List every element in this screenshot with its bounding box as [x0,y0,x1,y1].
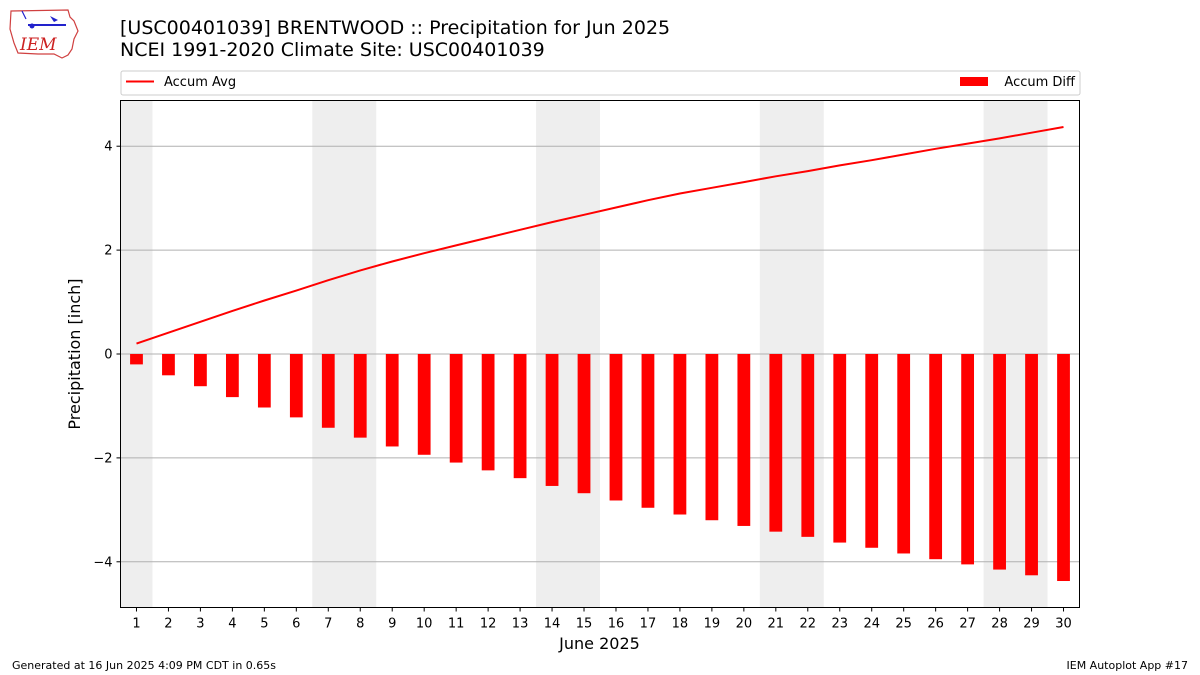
x-tick-label: 27 [959,617,976,632]
diff-bar [385,354,399,447]
x-tick-label: 15 [576,617,593,632]
diff-bar [705,354,719,521]
y-tick-label: 2 [104,244,112,259]
diff-bar [577,354,591,494]
diff-bar [865,354,879,548]
generated-note: Generated at 16 Jun 2025 4:09 PM CDT in … [12,659,277,672]
x-tick-label: 28 [991,617,1008,632]
diff-bar [417,354,431,455]
x-tick-label: 9 [388,617,396,632]
diff-bar [1025,354,1038,576]
x-axis-title: June 2025 [558,634,640,653]
diff-bar [130,354,143,365]
diff-bar [929,354,943,560]
diff-bar [545,354,559,486]
x-tick-label: 26 [927,617,944,632]
diff-bar [449,354,463,463]
x-tick-label: 11 [448,617,465,632]
y-tick-label: 4 [104,140,112,155]
x-tick-label: 22 [800,617,817,632]
diff-bar [225,354,239,398]
x-tick-label: 24 [863,617,880,632]
legend-box [120,70,1081,96]
x-tick-label: 18 [672,617,689,632]
x-tick-label: 1 [132,617,140,632]
app-note: IEM Autoplot App #17 [1066,659,1189,672]
diff-bar [481,354,495,471]
diff-bar [897,354,911,554]
diff-bar [961,354,975,565]
diff-bar [801,354,815,537]
x-tick-label: 16 [608,617,625,632]
diff-bar [1057,354,1070,582]
accum-avg-line [136,126,1064,345]
x-tick-label: 7 [324,617,332,632]
x-axis-ticks: 1 2 3 4 5 6 7 8 9 10 11 12 13 14 15 16 17 18 19 20 21 22 23 24 2… [132,607,1072,632]
x-tick-label: 10 [416,617,433,632]
legend-bar-swatch [960,77,988,86]
x-tick-label: 14 [544,617,561,632]
y-tick-label: −4 [93,555,112,570]
grid-lines [120,145,1080,563]
x-tick-label: 3 [196,617,204,632]
chart-subtitle: NCEI 1991-2020 Climate Site: USC00401039 [120,39,545,61]
diff-bar [737,354,751,526]
x-tick-label: 13 [512,617,529,632]
diff-bar [321,354,335,428]
x-tick-label: 23 [831,617,848,632]
x-tick-label: 4 [228,617,236,632]
legend-accum-avg: Accum Avg [164,75,236,90]
diff-bar [353,354,367,438]
x-tick-label: 20 [736,617,753,632]
y-tick-label: −2 [93,451,112,466]
x-tick-label: 12 [480,617,497,632]
x-tick-label: 6 [292,617,300,632]
diff-bar [289,354,303,418]
logo-text: IEM [19,35,57,55]
x-tick-label: 19 [704,617,721,632]
y-tick-label: 0 [104,348,112,363]
x-tick-label: 17 [640,617,657,632]
diff-bar [641,354,655,508]
diff-bar [609,354,623,501]
x-tick-label: 25 [895,617,912,632]
y-axis-title: Precipitation [inch] [65,278,84,429]
x-tick-label: 29 [1023,617,1040,632]
diff-bar [257,354,271,408]
diff-bar [194,354,207,387]
diff-bar [162,354,175,376]
chart-title: [USC00401039] BRENTWOOD :: Precipitation… [120,17,671,39]
y-axis-ticks: −4 −2 0 2 4 [93,140,121,570]
diff-bar [673,354,687,515]
legend-accum-diff: Accum Diff [1004,75,1076,90]
x-tick-label: 30 [1055,617,1072,632]
diff-bar [993,354,1006,570]
x-tick-label: 21 [768,617,785,632]
diff-bar [769,354,783,532]
x-tick-label: 8 [356,617,364,632]
diff-bar [833,354,847,543]
diff-bars [130,354,1070,582]
iem-logo: IEM [8,5,80,59]
x-tick-label: 5 [260,617,268,632]
diff-bar [513,354,527,479]
x-tick-label: 2 [164,617,172,632]
